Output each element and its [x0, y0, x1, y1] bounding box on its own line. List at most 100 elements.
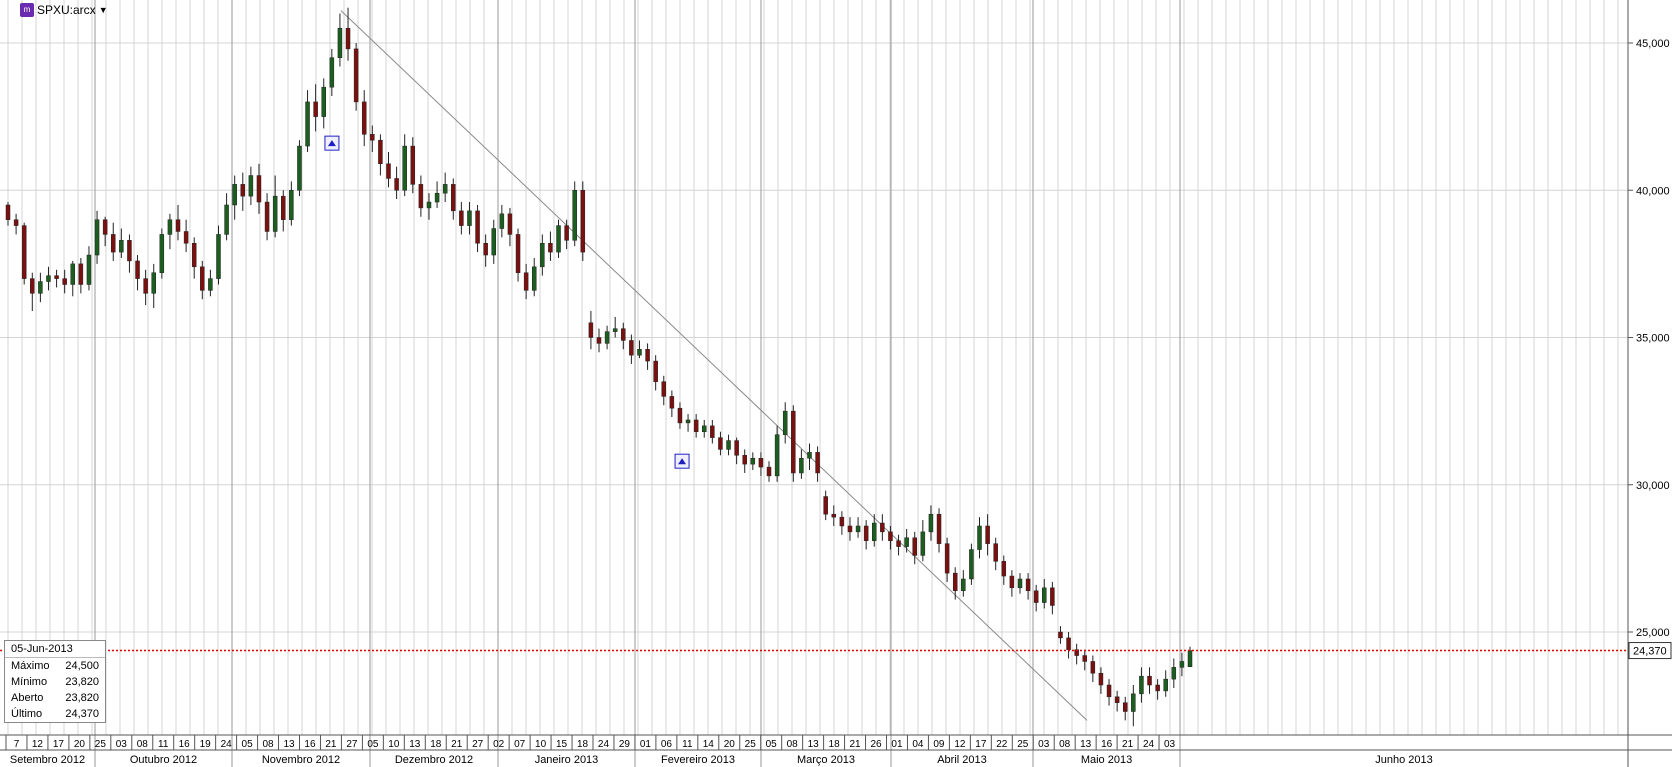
day-tick-label: 05: [766, 739, 778, 750]
candle-body: [1139, 675, 1144, 695]
candle-body: [159, 234, 165, 273]
day-tick-label: 24: [1143, 739, 1155, 750]
day-tick-label: 20: [724, 739, 736, 750]
candle-body: [119, 240, 124, 253]
candle-body: [944, 543, 950, 574]
day-tick-label: 05: [242, 739, 254, 750]
day-tick-label: 17: [53, 739, 65, 750]
candle-body: [86, 254, 92, 285]
candle-body: [742, 455, 747, 465]
candle-body: [289, 190, 294, 220]
month-label: Outubro 2012: [130, 754, 197, 766]
day-tick-label: 18: [829, 739, 841, 750]
candle-body: [491, 228, 497, 256]
candle-body: [653, 360, 658, 382]
day-tick-label: 21: [849, 739, 861, 750]
candle-body: [337, 28, 343, 58]
day-tick-label: 03: [116, 739, 128, 750]
candle-body: [272, 195, 278, 232]
month-label: Março 2013: [797, 754, 855, 766]
day-tick-label: 11: [682, 739, 693, 750]
event-marker-arrow: [678, 458, 687, 465]
candle-body: [904, 537, 909, 547]
candle-body: [224, 204, 229, 235]
candle-body: [880, 522, 885, 533]
candle-body: [556, 225, 561, 253]
candle-body: [920, 531, 926, 556]
day-tick-label: 29: [619, 739, 631, 750]
candle-body: [183, 231, 189, 244]
candle-body: [718, 437, 723, 450]
candle-body: [758, 457, 764, 468]
candle-body: [426, 201, 432, 209]
candle-body: [750, 457, 756, 465]
day-tick-label: 10: [535, 739, 547, 750]
candle-body: [604, 331, 610, 344]
ticker-selector[interactable]: m SPXU:arcx ▼: [20, 3, 108, 17]
candle-body: [1098, 672, 1104, 686]
day-tick-label: 05: [367, 739, 379, 750]
day-tick-label: 16: [179, 739, 191, 750]
trendline: [340, 10, 1088, 721]
candle-body: [596, 337, 602, 344]
candle-body: [475, 210, 480, 244]
day-tick-label: 16: [304, 739, 316, 750]
candle-body: [807, 452, 812, 459]
day-tick-label: 03: [1164, 739, 1176, 750]
y-tick-label: 25,000: [1636, 627, 1670, 639]
candle-body: [701, 425, 707, 432]
day-tick-label: 20: [74, 739, 86, 750]
day-tick-label: 01: [891, 739, 903, 750]
candle-body: [588, 322, 594, 338]
candle-body: [993, 543, 998, 562]
day-tick-label: 08: [262, 739, 274, 750]
candle-body: [1114, 696, 1120, 703]
day-tick-label: 26: [870, 739, 882, 750]
candle-body: [386, 163, 391, 179]
dropdown-caret-icon[interactable]: ▼: [98, 5, 108, 15]
candle-body: [507, 213, 513, 235]
candle-body: [94, 219, 100, 256]
candle-body: [1106, 684, 1112, 698]
candle-body: [191, 243, 197, 268]
day-tick-label: 08: [787, 739, 799, 750]
candle-body: [1058, 631, 1063, 639]
day-tick-label: 19: [200, 739, 212, 750]
day-tick-label: 06: [661, 739, 673, 750]
candle-body: [345, 28, 351, 50]
month-label: Janeiro 2013: [535, 754, 599, 766]
candle-body: [1163, 678, 1168, 692]
candle-body: [645, 349, 650, 362]
day-tick-label: 18: [577, 739, 589, 750]
day-tick-label: 24: [221, 739, 233, 750]
candle-body: [451, 184, 456, 212]
candle-body: [847, 525, 853, 533]
candle-body: [135, 260, 140, 279]
candle-body: [200, 266, 205, 291]
candle-body: [175, 219, 181, 232]
candle-body: [353, 48, 359, 103]
candle-body: [985, 525, 990, 544]
candle-body: [548, 243, 553, 253]
day-tick-label: 02: [493, 739, 505, 750]
info-row-last: Último 24,370: [11, 708, 99, 720]
day-tick-label: 25: [745, 739, 757, 750]
candle-body: [952, 572, 958, 592]
candle-body: [855, 525, 861, 533]
candle-body: [1033, 590, 1039, 603]
candle-body: [961, 578, 966, 592]
day-tick-label: 24: [598, 739, 610, 750]
candle-body: [110, 234, 116, 253]
y-tick-label: 35,000: [1636, 333, 1670, 345]
month-label: Setembro 2012: [10, 754, 85, 766]
ohlc-info-box: 05-Jun-2013 Máximo 24,500 Mínimo 23,820 Ab…: [4, 640, 106, 723]
candle-body: [928, 513, 934, 533]
month-label: Maio 2013: [1081, 754, 1132, 766]
candle-body: [5, 204, 11, 220]
candle-body: [523, 272, 529, 291]
candle-body: [313, 101, 318, 117]
candle-body: [232, 184, 237, 206]
day-tick-label: 09: [933, 739, 945, 750]
day-tick-label: 21: [451, 739, 463, 750]
